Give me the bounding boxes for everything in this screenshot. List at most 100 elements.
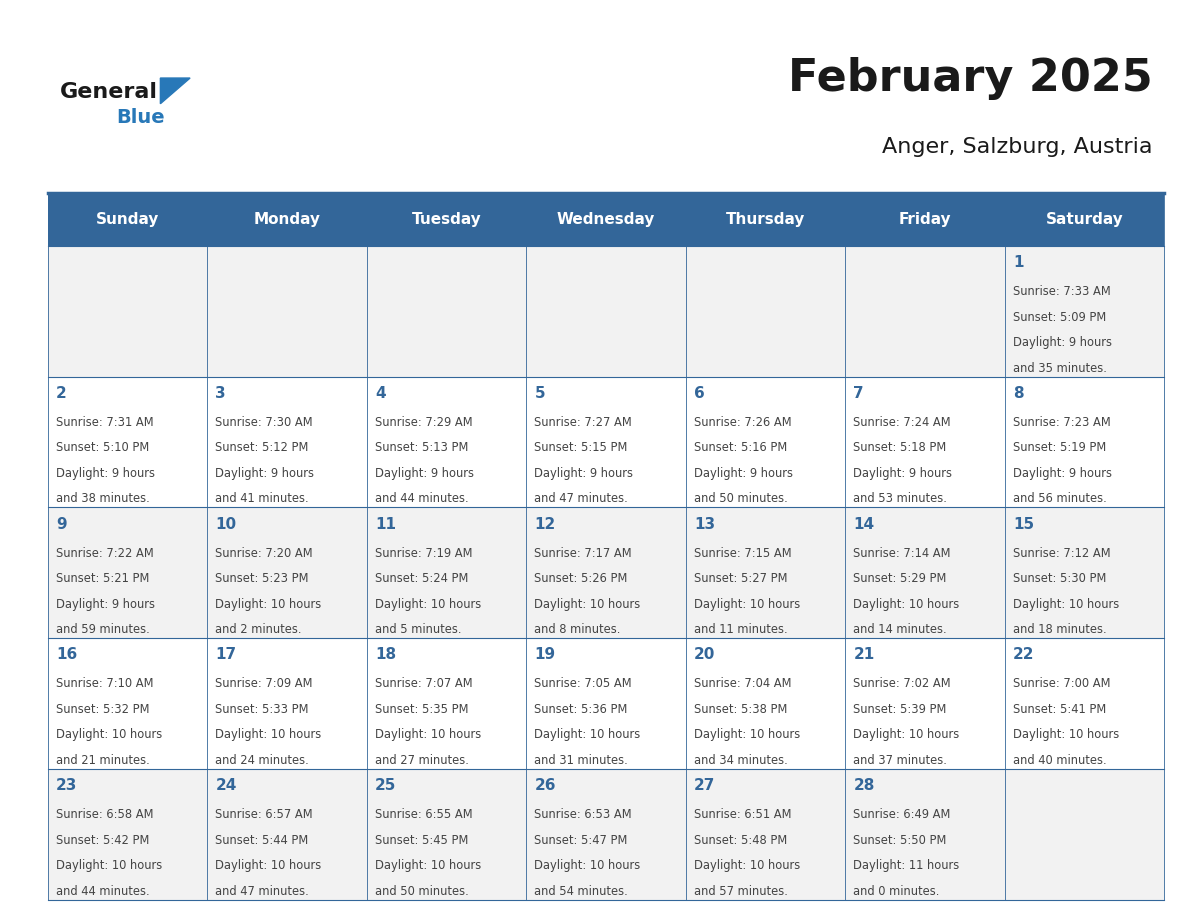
Text: Daylight: 10 hours: Daylight: 10 hours [56,728,162,742]
Text: and 53 minutes.: and 53 minutes. [853,492,947,506]
Text: Sunset: 5:45 PM: Sunset: 5:45 PM [375,834,468,846]
Text: 28: 28 [853,778,874,793]
Text: Sunrise: 7:14 AM: Sunrise: 7:14 AM [853,547,950,560]
Text: Sunset: 5:13 PM: Sunset: 5:13 PM [375,442,468,454]
Bar [207,246,367,376]
Text: Daylight: 10 hours: Daylight: 10 hours [535,859,640,872]
Text: Sunset: 5:44 PM: Sunset: 5:44 PM [215,834,309,846]
Bar [526,376,685,508]
Bar [1005,246,1164,376]
Bar [845,246,1005,376]
Text: Sunrise: 7:12 AM: Sunrise: 7:12 AM [1013,547,1111,560]
Text: 17: 17 [215,647,236,663]
Text: Sunset: 5:42 PM: Sunset: 5:42 PM [56,834,150,846]
Text: Daylight: 10 hours: Daylight: 10 hours [694,598,801,610]
Text: and 38 minutes.: and 38 minutes. [56,492,150,506]
Text: Sunrise: 7:24 AM: Sunrise: 7:24 AM [853,416,952,429]
Bar [1005,193,1164,246]
Bar [48,246,207,376]
Text: Sunset: 5:16 PM: Sunset: 5:16 PM [694,442,788,454]
Text: Sunrise: 7:19 AM: Sunrise: 7:19 AM [375,547,473,560]
Text: and 47 minutes.: and 47 minutes. [535,492,628,506]
Text: and 0 minutes.: and 0 minutes. [853,885,940,898]
Bar [685,508,845,638]
Bar [845,508,1005,638]
Bar [526,769,685,900]
Text: Sunset: 5:39 PM: Sunset: 5:39 PM [853,703,947,716]
Text: Daylight: 10 hours: Daylight: 10 hours [694,859,801,872]
Text: 27: 27 [694,778,715,793]
Text: Sunset: 5:15 PM: Sunset: 5:15 PM [535,442,627,454]
Text: and 57 minutes.: and 57 minutes. [694,885,788,898]
Text: and 18 minutes.: and 18 minutes. [1013,623,1107,636]
Text: Sunrise: 7:22 AM: Sunrise: 7:22 AM [56,547,153,560]
Text: and 50 minutes.: and 50 minutes. [694,492,788,506]
Text: and 24 minutes.: and 24 minutes. [215,754,309,767]
Bar [1005,508,1164,638]
Bar [367,376,526,508]
Text: 25: 25 [375,778,397,793]
Bar [845,376,1005,508]
Text: 11: 11 [375,517,396,532]
Text: and 37 minutes.: and 37 minutes. [853,754,947,767]
Text: 14: 14 [853,517,874,532]
Text: Saturday: Saturday [1045,212,1124,227]
Bar [526,193,685,246]
Bar [48,376,207,508]
Text: and 2 minutes.: and 2 minutes. [215,623,302,636]
Text: Sunrise: 6:57 AM: Sunrise: 6:57 AM [215,808,312,822]
Text: and 14 minutes.: and 14 minutes. [853,623,947,636]
Text: Daylight: 10 hours: Daylight: 10 hours [853,728,960,742]
Text: Daylight: 9 hours: Daylight: 9 hours [375,467,474,480]
Text: Sunrise: 7:23 AM: Sunrise: 7:23 AM [1013,416,1111,429]
Text: Sunset: 5:50 PM: Sunset: 5:50 PM [853,834,947,846]
Text: Anger, Salzburg, Austria: Anger, Salzburg, Austria [881,137,1152,157]
Bar [685,193,845,246]
Bar [367,638,526,769]
Text: 2: 2 [56,386,67,401]
Text: Sunset: 5:18 PM: Sunset: 5:18 PM [853,442,947,454]
Text: and 31 minutes.: and 31 minutes. [535,754,628,767]
Bar [207,508,367,638]
Text: Sunrise: 7:10 AM: Sunrise: 7:10 AM [56,677,153,690]
Text: Sunrise: 7:33 AM: Sunrise: 7:33 AM [1013,285,1111,298]
Text: 6: 6 [694,386,704,401]
Text: Sunrise: 7:09 AM: Sunrise: 7:09 AM [215,677,312,690]
Text: Sunset: 5:36 PM: Sunset: 5:36 PM [535,703,627,716]
Text: Sunrise: 7:05 AM: Sunrise: 7:05 AM [535,677,632,690]
Text: 26: 26 [535,778,556,793]
Bar [1005,769,1164,900]
Text: Sunrise: 6:58 AM: Sunrise: 6:58 AM [56,808,153,822]
Text: Sunset: 5:21 PM: Sunset: 5:21 PM [56,572,150,585]
Bar [367,193,526,246]
Text: and 27 minutes.: and 27 minutes. [375,754,469,767]
Text: Sunrise: 7:27 AM: Sunrise: 7:27 AM [535,416,632,429]
Text: Daylight: 10 hours: Daylight: 10 hours [215,728,322,742]
Bar [367,769,526,900]
Text: Sunrise: 6:55 AM: Sunrise: 6:55 AM [375,808,473,822]
Text: 23: 23 [56,778,77,793]
Text: Sunrise: 7:30 AM: Sunrise: 7:30 AM [215,416,312,429]
Text: 10: 10 [215,517,236,532]
Text: and 21 minutes.: and 21 minutes. [56,754,150,767]
Text: Daylight: 10 hours: Daylight: 10 hours [215,859,322,872]
Bar [845,193,1005,246]
Text: and 47 minutes.: and 47 minutes. [215,885,309,898]
Text: and 50 minutes.: and 50 minutes. [375,885,468,898]
Text: 18: 18 [375,647,396,663]
Text: 9: 9 [56,517,67,532]
Text: Sunset: 5:10 PM: Sunset: 5:10 PM [56,442,148,454]
Text: 16: 16 [56,647,77,663]
Text: Daylight: 10 hours: Daylight: 10 hours [535,598,640,610]
Text: Sunrise: 6:49 AM: Sunrise: 6:49 AM [853,808,950,822]
Text: Sunset: 5:48 PM: Sunset: 5:48 PM [694,834,788,846]
Text: Sunrise: 7:17 AM: Sunrise: 7:17 AM [535,547,632,560]
Text: Daylight: 10 hours: Daylight: 10 hours [1013,728,1119,742]
Bar [685,638,845,769]
Text: Friday: Friday [898,212,952,227]
Text: 4: 4 [375,386,386,401]
Text: Sunrise: 7:02 AM: Sunrise: 7:02 AM [853,677,952,690]
Text: 24: 24 [215,778,236,793]
Text: Daylight: 9 hours: Daylight: 9 hours [56,598,154,610]
Text: 7: 7 [853,386,864,401]
